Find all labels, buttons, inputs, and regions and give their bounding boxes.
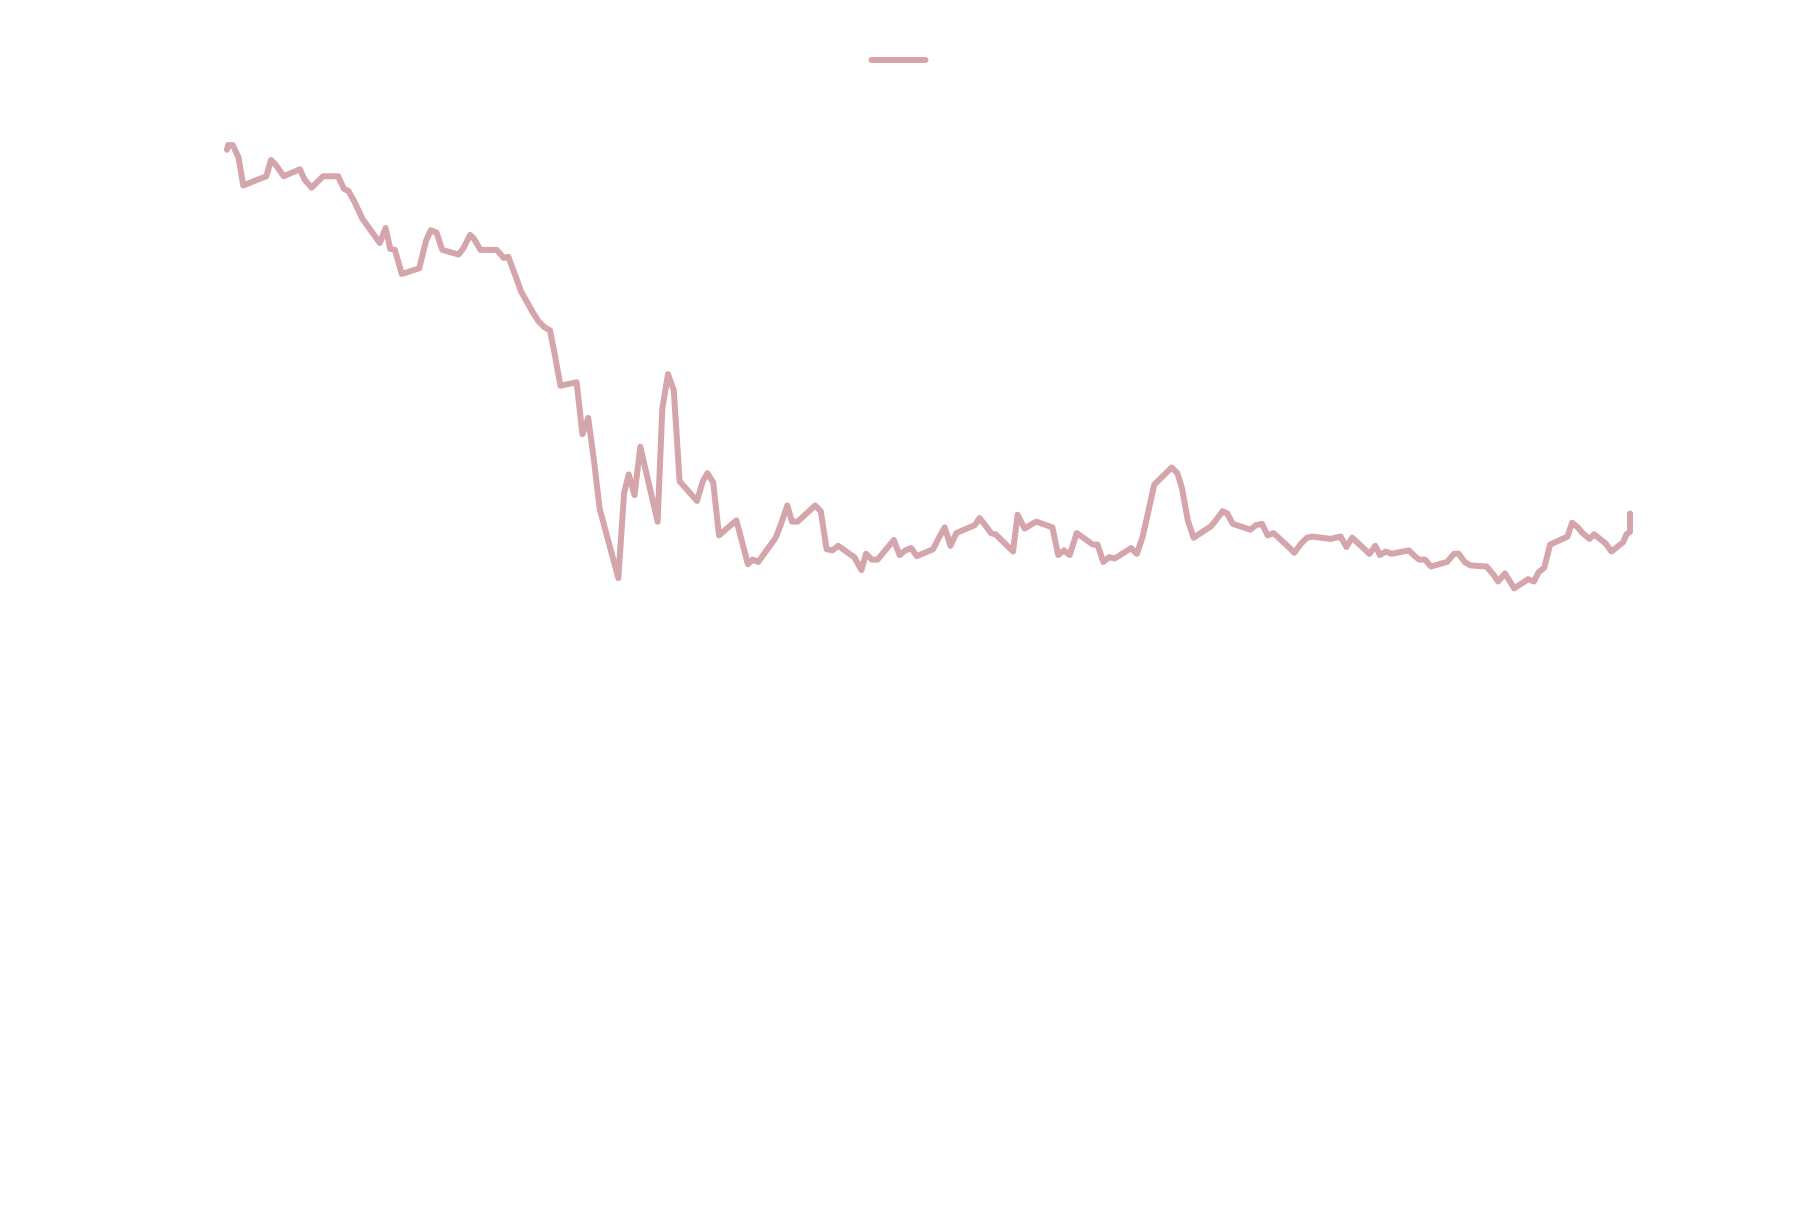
line-series	[224, 142, 1633, 592]
